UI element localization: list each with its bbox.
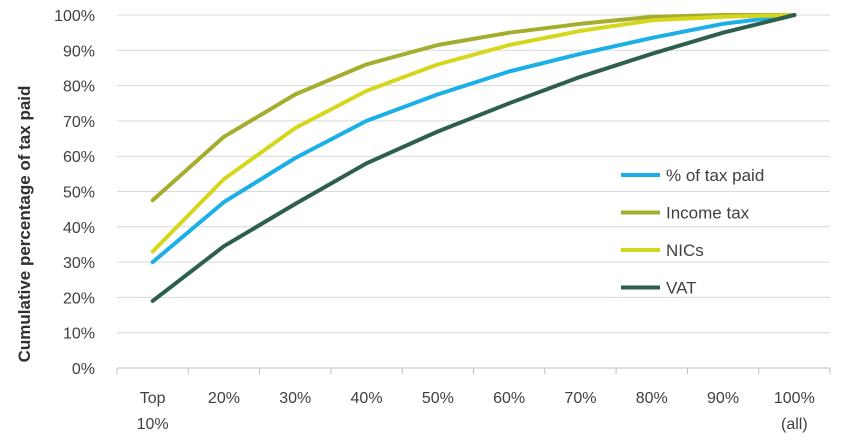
series-line-income-tax (150, 13, 797, 203)
legend-label: % of tax paid (666, 166, 764, 185)
y-tick-label: 50% (63, 185, 95, 202)
y-axis-title: Cumulative percentage of tax paid (15, 86, 34, 363)
y-tick-labels: 0% 10% 20% 30% 40% 50% 60% 70% 80% 90% 100% (54, 8, 95, 378)
x-tick-labels: Top 10% 20% 30% 40% 50% 60% 70% 80% 90% 100% (all) (137, 390, 815, 433)
y-tick-label: 30% (63, 255, 95, 272)
y-tick-label: 60% (63, 149, 95, 166)
y-tick-label: 0% (72, 361, 95, 378)
series-line-nics (150, 13, 797, 254)
x-tick-label: 60% (493, 390, 525, 407)
legend: % of tax paid Income tax NICs VAT (621, 166, 764, 298)
legend-label: NICs (666, 241, 704, 260)
y-tick-label: 80% (63, 79, 95, 96)
x-tick-label: Top 10% (137, 390, 169, 433)
series-line-of-tax-paid (150, 13, 797, 265)
y-tick-label: 70% (63, 114, 95, 131)
legend-label: VAT (666, 279, 697, 298)
x-tick-label: 90% (707, 390, 739, 407)
x-tick-label: 100% (all) (774, 390, 815, 433)
x-tick-label: 70% (564, 390, 596, 407)
x-tick-label: 80% (636, 390, 668, 407)
series-line-vat (150, 13, 797, 303)
y-tick-label: 90% (63, 43, 95, 60)
x-tick-label: 20% (208, 390, 240, 407)
x-tick-label: 30% (279, 390, 311, 407)
series-lines (150, 13, 797, 303)
y-tick-label: 10% (63, 326, 95, 343)
y-tick-label: 40% (63, 220, 95, 237)
y-tick-label: 20% (63, 290, 95, 307)
x-tick-label: 40% (351, 390, 383, 407)
legend-label: Income tax (666, 204, 750, 223)
axes (116, 367, 831, 374)
y-tick-label: 100% (54, 8, 95, 25)
x-tick-label: 50% (422, 390, 454, 407)
